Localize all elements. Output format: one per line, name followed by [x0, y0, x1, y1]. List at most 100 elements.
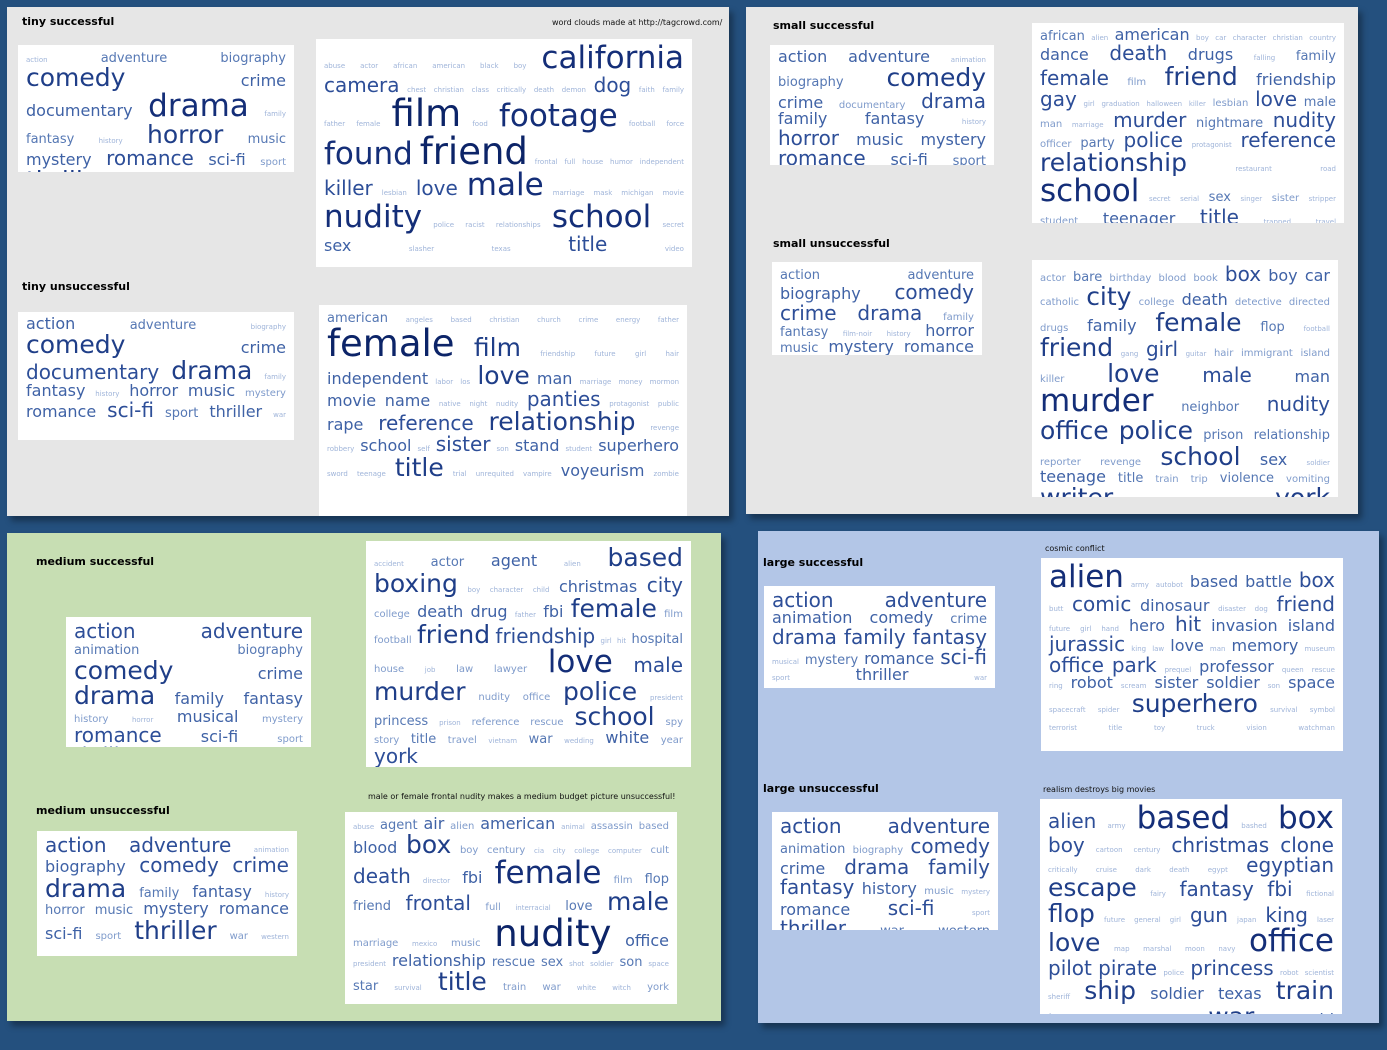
cloud-word: sport	[952, 153, 986, 165]
cloud-word: abuse	[353, 823, 375, 831]
cloud-word: son	[619, 954, 643, 970]
cloud-word: action	[45, 833, 107, 857]
cloud-word: biography	[220, 51, 286, 66]
cloud-word: drama	[171, 355, 253, 385]
cloud-word: sport	[164, 405, 199, 421]
cloud-word: film	[473, 333, 521, 363]
cloud-word: city	[1086, 282, 1132, 312]
cloud-word: los	[460, 378, 471, 387]
cloud-word: spider	[1097, 706, 1120, 715]
cloud-word: nudity	[1266, 392, 1330, 417]
cloud-word: african	[1040, 29, 1085, 44]
cloud-word: alien	[1048, 809, 1097, 833]
cloud-word: superhero	[598, 436, 679, 456]
cloud-word: century	[1133, 845, 1161, 854]
cloud-word: singer	[1240, 194, 1263, 203]
cloud-word: hospital	[631, 631, 683, 647]
cloud-word: war	[1208, 1002, 1254, 1014]
cloud-word: sci-fi	[200, 727, 239, 747]
cloud-word: ship	[1084, 976, 1136, 1006]
cloud-word: book	[1193, 273, 1218, 284]
cloud-word: student	[565, 445, 593, 454]
cloud-word: neighbor	[1181, 400, 1240, 416]
cloud-tiny-successful-genres: action adventure biography comedy crime …	[18, 45, 294, 172]
cloud-word: death	[353, 863, 411, 888]
cloud-word: jurassic	[1049, 632, 1126, 657]
cloud-word: protagonist	[609, 399, 650, 408]
cloud-word: soldier	[590, 959, 614, 968]
cloud-word: queen	[1281, 665, 1304, 674]
cloud-word: american	[432, 62, 466, 70]
cloud-word: clone	[1280, 832, 1334, 857]
cloud-word: music	[856, 129, 904, 149]
cloud-word: train	[1275, 976, 1334, 1006]
cloud-word: century	[487, 845, 526, 857]
cloud-word: shot	[569, 959, 585, 968]
cloud-word: sheriff	[1048, 993, 1071, 1002]
cloud-word: faith	[638, 85, 655, 94]
cloud-word: robbery	[327, 445, 355, 454]
cloud-word: male	[1303, 95, 1337, 111]
cloud-word: music	[187, 381, 236, 401]
cloud-word: comedy	[886, 63, 986, 93]
cloud-word: car	[1215, 34, 1227, 42]
cloud-word: love	[547, 644, 613, 680]
cloud-word: based	[638, 821, 669, 832]
cloud-word: voyeurism	[560, 460, 645, 480]
cloud-small-unsuccessful-keywords: actor bare birthday blood book box boy c…	[1032, 260, 1338, 497]
cloud-word: camera	[324, 72, 400, 97]
cloud-word: officer	[1040, 138, 1072, 150]
cloud-word: memory	[1231, 636, 1299, 656]
cloud-word: sci-fi	[107, 397, 154, 422]
cloud-word: food	[472, 120, 488, 128]
cloud-word: fbi	[1267, 877, 1293, 902]
cloud-word: job	[424, 666, 436, 674]
cloud-word: romance	[903, 337, 974, 355]
cloud-word: love	[1255, 87, 1298, 112]
cloud-word: abuse	[324, 62, 346, 70]
cloud-word: rape	[327, 414, 364, 434]
cloud-word: fantasy	[780, 325, 829, 341]
cloud-word: hit	[1175, 612, 1202, 636]
cloud-word: action	[772, 588, 834, 612]
cloud-word: park	[1111, 652, 1157, 677]
cloud-word: police	[563, 676, 638, 706]
cloud-word: war	[542, 981, 561, 993]
cloud-word: sister	[1154, 673, 1199, 693]
cloud-word: teenage	[1040, 467, 1106, 486]
cloud-word: air	[423, 814, 445, 833]
cloud-word: friendship	[540, 350, 576, 359]
cloud-word: father	[657, 316, 680, 324]
cloud-word: relationship	[391, 950, 486, 970]
cloud-word: war	[880, 924, 904, 930]
cloud-word: fbi	[462, 867, 483, 887]
cloud-word: falling	[1253, 54, 1276, 63]
cloud-word: rescue	[530, 717, 564, 729]
cloud-word: crime	[240, 71, 286, 91]
cloud-word: family	[174, 689, 225, 709]
cloud-word: egyptian	[1246, 853, 1335, 877]
cloud-word: romance	[74, 723, 162, 747]
cloud-word: music	[94, 903, 134, 919]
cloud-word: college	[374, 609, 410, 620]
cloud-word: space	[1288, 673, 1336, 693]
cloud-word: love	[1170, 636, 1204, 656]
cloud-word: police	[1118, 416, 1193, 445]
cloud-word: man	[1040, 118, 1063, 130]
cloud-medium-successful-keywords: accident actor agent alien based boxing …	[366, 541, 691, 767]
cloud-word: office	[1049, 652, 1104, 677]
cloud-large-unsuccessful-keywords: alien army based bashed box boy cartoon …	[1040, 799, 1342, 1014]
cloud-word: scream	[1120, 682, 1147, 691]
cloud-word: birthday	[1109, 273, 1152, 284]
cloud-word: documentary	[838, 99, 906, 111]
cloud-word: island	[1300, 348, 1331, 360]
large-note-top: cosmic conflict	[1045, 544, 1105, 553]
cloud-word: sci-fi	[940, 645, 987, 670]
cloud-word: history	[861, 879, 917, 899]
cloud-word: rescue	[491, 954, 536, 970]
panel-small: small successful action adventure animat…	[746, 7, 1358, 514]
cloud-word: found	[324, 135, 413, 172]
cloud-word: comedy	[139, 853, 219, 878]
cloud-word: family	[662, 85, 685, 94]
cloud-word: moon	[1184, 945, 1205, 954]
